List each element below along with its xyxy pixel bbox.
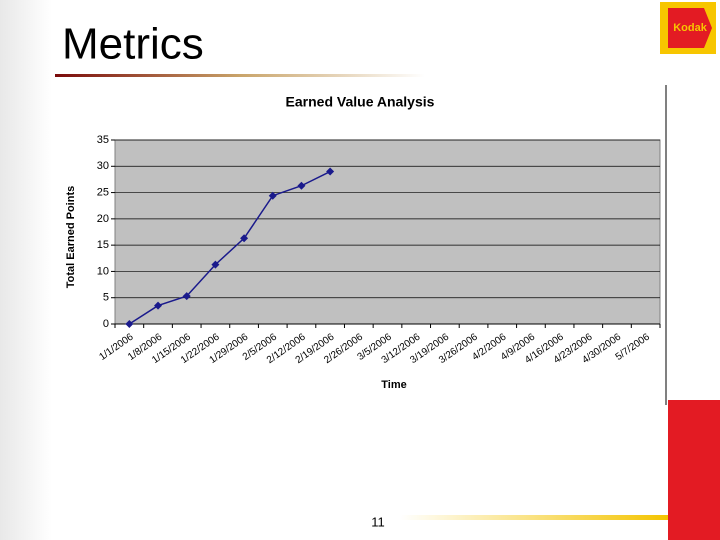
chart-title: Earned Value Analysis bbox=[286, 94, 435, 110]
point bbox=[326, 167, 335, 176]
y-tick-label: 20 bbox=[97, 213, 109, 225]
y-tick-label: 0 bbox=[103, 318, 109, 330]
side-strip bbox=[0, 0, 52, 540]
point bbox=[240, 234, 249, 243]
point bbox=[154, 301, 163, 310]
y-axis-label: Total Earned Points bbox=[65, 186, 77, 288]
point bbox=[297, 181, 306, 190]
logo-text: Kodak bbox=[673, 22, 708, 34]
plot-area bbox=[114, 139, 661, 325]
x-axis-label: Time bbox=[381, 379, 406, 391]
title-underline bbox=[55, 74, 425, 77]
point bbox=[125, 320, 134, 328]
page-number: 11 bbox=[371, 514, 385, 529]
point bbox=[182, 292, 191, 301]
y-tick-label: 10 bbox=[97, 265, 109, 277]
logo-shape bbox=[668, 8, 712, 48]
corner-block bbox=[668, 400, 720, 540]
y-tick-label: 5 bbox=[103, 292, 109, 304]
y-tick-label: 15 bbox=[97, 239, 109, 251]
y-tick-label: 35 bbox=[97, 134, 109, 146]
series-line bbox=[128, 170, 331, 325]
y-tick-label: 25 bbox=[97, 186, 109, 198]
y-tick-label: 30 bbox=[97, 160, 109, 172]
point bbox=[268, 191, 277, 200]
slide-title: Metrics bbox=[62, 20, 204, 69]
point bbox=[211, 260, 220, 269]
footer-line bbox=[400, 515, 668, 520]
